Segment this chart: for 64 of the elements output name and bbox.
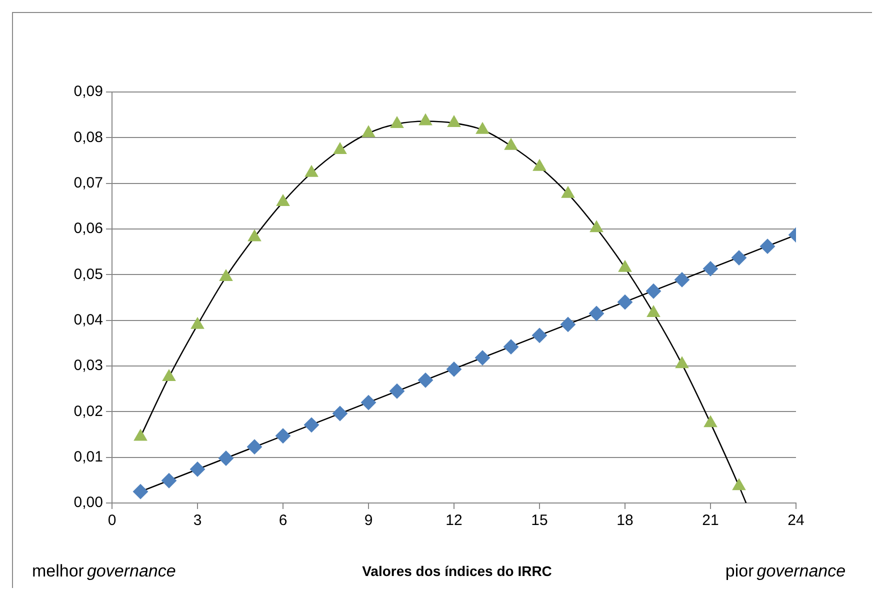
point: [390, 116, 404, 128]
y-tick-label: 0,03: [74, 357, 103, 374]
point: [646, 306, 660, 318]
x-tick-label: 18: [616, 512, 634, 530]
point: [219, 269, 233, 281]
point: [248, 230, 262, 242]
point: [760, 238, 775, 254]
x-tick-label: 15: [531, 512, 548, 530]
point: [133, 484, 148, 500]
point: [674, 272, 690, 288]
point: [418, 114, 432, 126]
point: [675, 356, 689, 368]
point: [276, 428, 290, 444]
point: [618, 294, 632, 310]
text: melhor governance: [32, 562, 176, 581]
point: [446, 362, 462, 377]
y-tick-label: 0,00: [74, 494, 103, 512]
y-tick-label: 0,07: [74, 174, 103, 192]
point: [218, 450, 234, 466]
y-tick-label: 0,04: [74, 311, 103, 328]
point: [304, 417, 319, 432]
y-tick-label: 0,06: [74, 220, 103, 238]
x-tick-label: 12: [446, 512, 462, 530]
point: [732, 250, 746, 266]
point: [361, 395, 376, 410]
x-tick-label: 9: [364, 512, 373, 530]
y-tick-label: 0,05: [74, 266, 103, 283]
point: [333, 142, 347, 154]
point: [561, 186, 575, 198]
point: [476, 122, 490, 134]
point: [590, 220, 604, 232]
point: [190, 462, 205, 477]
x-tick-label: 21: [702, 512, 719, 530]
point: [618, 260, 632, 272]
point: [532, 328, 547, 343]
point: [504, 339, 518, 354]
point: [704, 416, 718, 428]
y-tick-label: 0,08: [74, 128, 103, 146]
point: [532, 159, 546, 171]
y-tick-label: 0,01: [74, 448, 103, 466]
point: [162, 473, 176, 488]
y-tick-label: 0,09: [74, 83, 103, 100]
y-tick-label: 0,02: [74, 402, 103, 420]
point: [703, 261, 718, 276]
point: [276, 194, 290, 206]
x-tick-label: 3: [193, 512, 202, 530]
point: [560, 316, 576, 332]
x-tick-label: 6: [278, 512, 288, 530]
point: [304, 165, 318, 177]
point: [390, 384, 404, 399]
text: pior governance: [725, 562, 846, 581]
point: [190, 317, 204, 329]
point: [418, 372, 433, 388]
x-axis-title: Valores dos índices do IRRC: [362, 562, 552, 579]
point: [589, 306, 604, 321]
point: [362, 126, 376, 138]
x-tick-label: 24: [788, 512, 804, 530]
point: [332, 406, 348, 421]
point: [447, 116, 461, 128]
point: [504, 138, 518, 150]
point: [247, 439, 262, 454]
point: [475, 350, 490, 366]
x-tick-label: 0: [108, 512, 116, 530]
point: [646, 284, 661, 299]
